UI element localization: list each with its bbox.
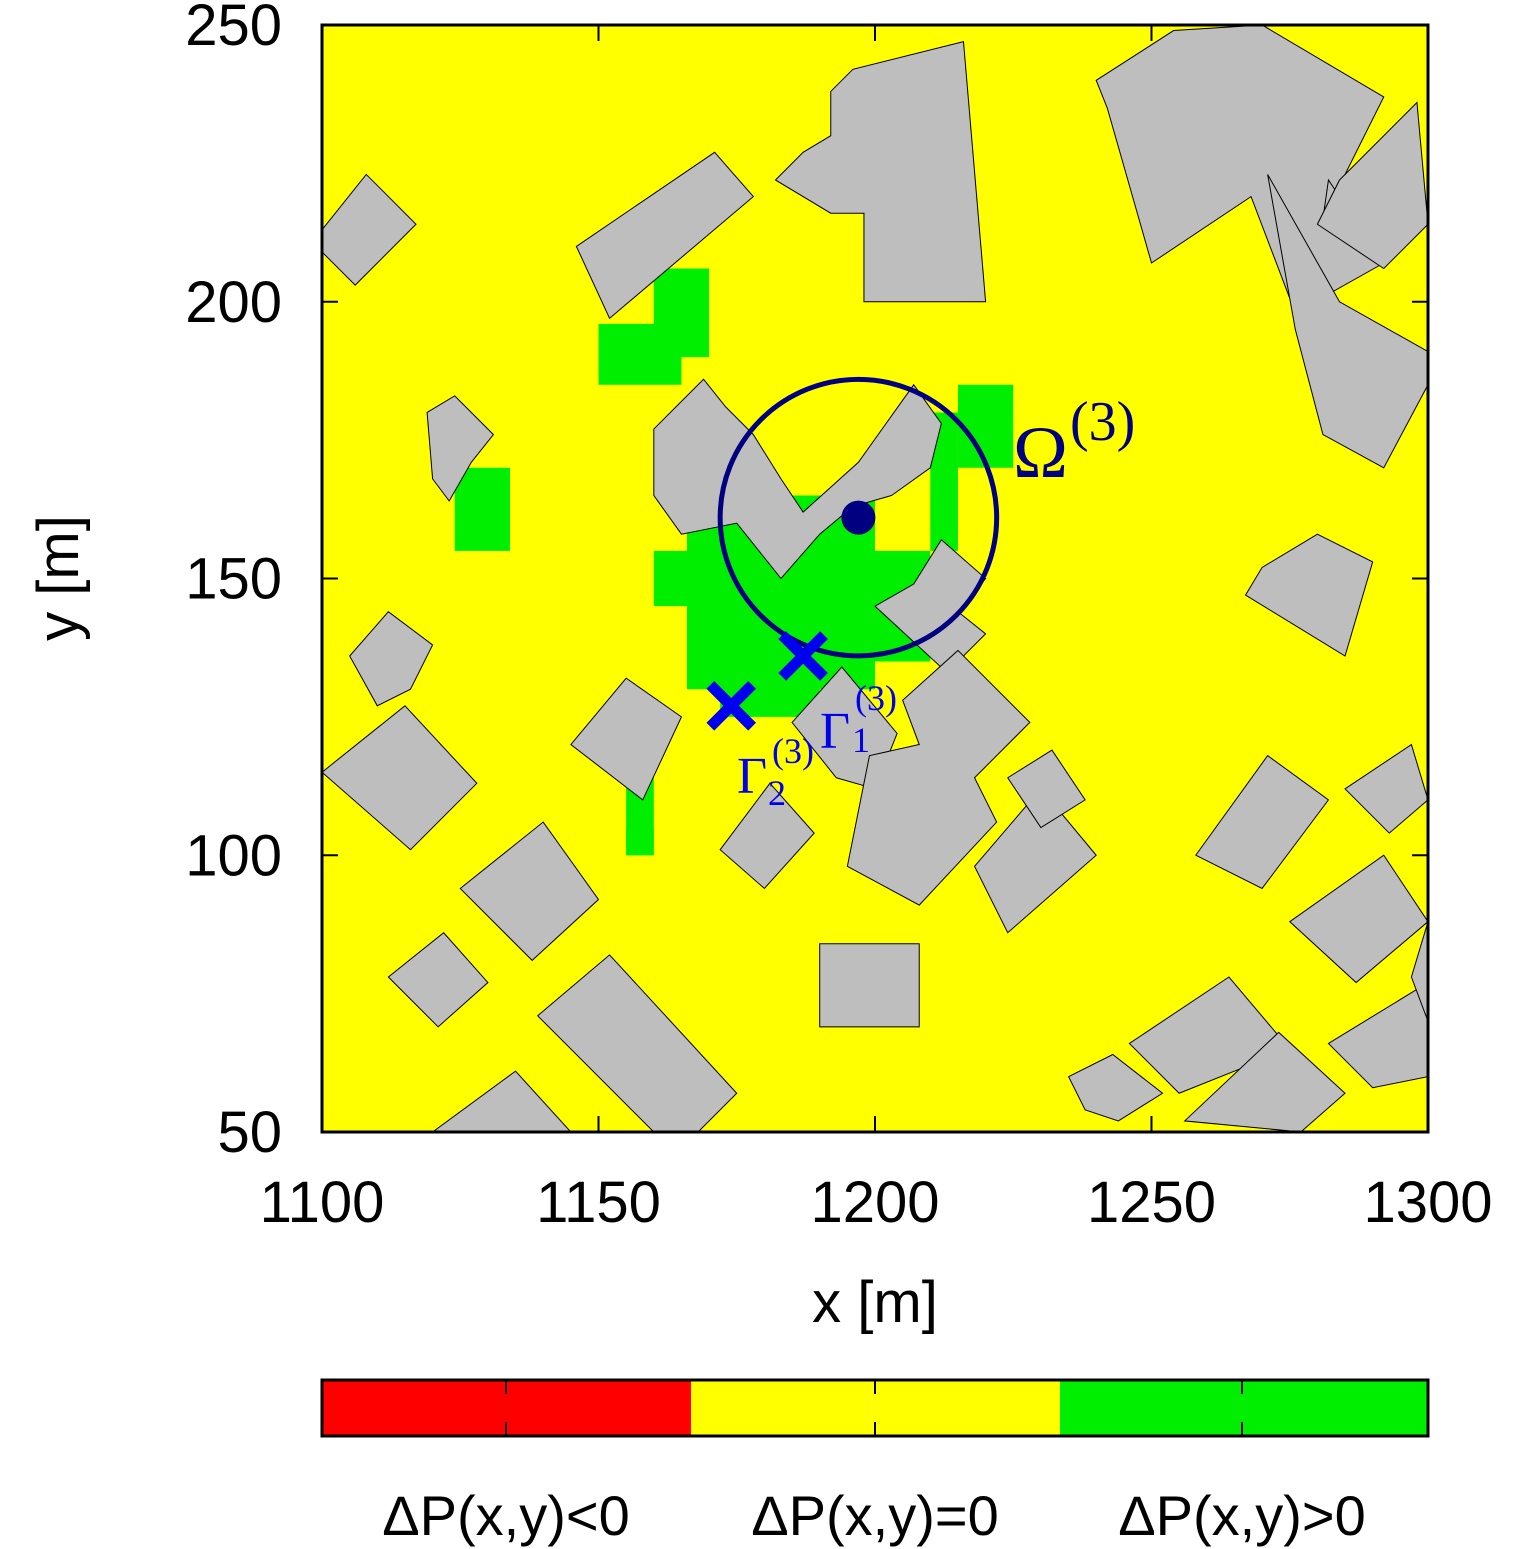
- building-5: [1316, 101, 1428, 270]
- x-tick-label: 1250: [1087, 1170, 1216, 1235]
- region-label: Ω (3): [1013, 391, 1135, 494]
- positive-region-1: [454, 467, 511, 551]
- marker-2-cross: [706, 681, 756, 731]
- building-11: [570, 677, 683, 801]
- x-axis-title: x [m]: [812, 1270, 938, 1335]
- marker-2-label-sub: 2: [768, 773, 786, 813]
- building-1: [575, 151, 755, 320]
- x-tick-label: 1200: [810, 1170, 939, 1235]
- buildings-layer: [322, 25, 1428, 1132]
- building-0: [322, 173, 417, 286]
- building-21: [1194, 754, 1330, 890]
- marker-2-label-main: Γ: [737, 748, 767, 805]
- y-tick-label: 250: [185, 0, 282, 58]
- marker-2-label: Γ 2 (3): [737, 731, 814, 813]
- y-tick-label: 50: [217, 1100, 282, 1165]
- marker-1-label: Γ 1 (3): [820, 678, 897, 760]
- legend-swatch-positive: [1060, 1380, 1428, 1436]
- building-27: [1183, 1031, 1346, 1132]
- marker-1-label-sup: (3): [855, 678, 897, 718]
- region-label-main: Ω: [1013, 412, 1068, 494]
- legend: ΔP(x,y)<0 ΔP(x,y)=0 ΔP(x,y)>0: [320, 1378, 1430, 1547]
- positive-region-5: [930, 412, 958, 551]
- building-17: [819, 943, 920, 1028]
- building-15: [719, 782, 815, 890]
- building-19: [973, 788, 1097, 934]
- region-center-point: [841, 500, 876, 535]
- positive-region-4: [957, 384, 1014, 468]
- legend-label-zero: ΔP(x,y)=0: [751, 1484, 998, 1547]
- building-14: [387, 932, 489, 1028]
- building-29: [431, 1070, 572, 1132]
- building-2: [426, 395, 495, 502]
- building-10: [349, 611, 434, 707]
- region-circle: [717, 376, 1000, 659]
- y-tick-label: 150: [185, 547, 282, 612]
- y-tick-label: 100: [185, 823, 282, 888]
- building-23: [1344, 743, 1428, 834]
- marker-1-label-main: Γ: [820, 703, 850, 760]
- building-3: [774, 40, 987, 303]
- legend-label-negative: ΔP(x,y)<0: [382, 1484, 629, 1547]
- annotation-layer: [706, 376, 1000, 731]
- x-tick-label: 1150: [536, 1170, 661, 1235]
- building-22: [1288, 854, 1428, 984]
- building-7: [1267, 174, 1428, 469]
- marker-2-label-sup: (3): [772, 731, 814, 771]
- building-12: [322, 705, 478, 851]
- building-28: [536, 954, 738, 1132]
- building-30: [1410, 921, 1428, 1022]
- building-8: [1244, 533, 1374, 657]
- marker-1-label-sub: 1: [852, 720, 870, 760]
- legend-ticks: [505, 1380, 1243, 1436]
- region-label-sup: (3): [1070, 391, 1135, 453]
- building-6: [653, 378, 942, 580]
- positive-region-0: [598, 268, 710, 385]
- legend-label-positive: ΔP(x,y)>0: [1118, 1484, 1365, 1547]
- building-20: [1007, 749, 1086, 829]
- y-tick-label: 200: [185, 270, 282, 335]
- building-18: [846, 649, 1031, 906]
- building-13: [459, 821, 600, 962]
- y-axis-title: y [m]: [26, 515, 91, 641]
- ticks-layer: 1100 1150 1200 1250 1300 50 100 150 200 250: [185, 0, 1492, 1235]
- marker-1-cross: [778, 631, 828, 681]
- x-tick-label: 1300: [1363, 1170, 1492, 1235]
- building-25: [1327, 981, 1428, 1089]
- building-9: [874, 538, 987, 674]
- building-26: [1067, 1053, 1164, 1122]
- x-tick-label: 1100: [260, 1170, 385, 1235]
